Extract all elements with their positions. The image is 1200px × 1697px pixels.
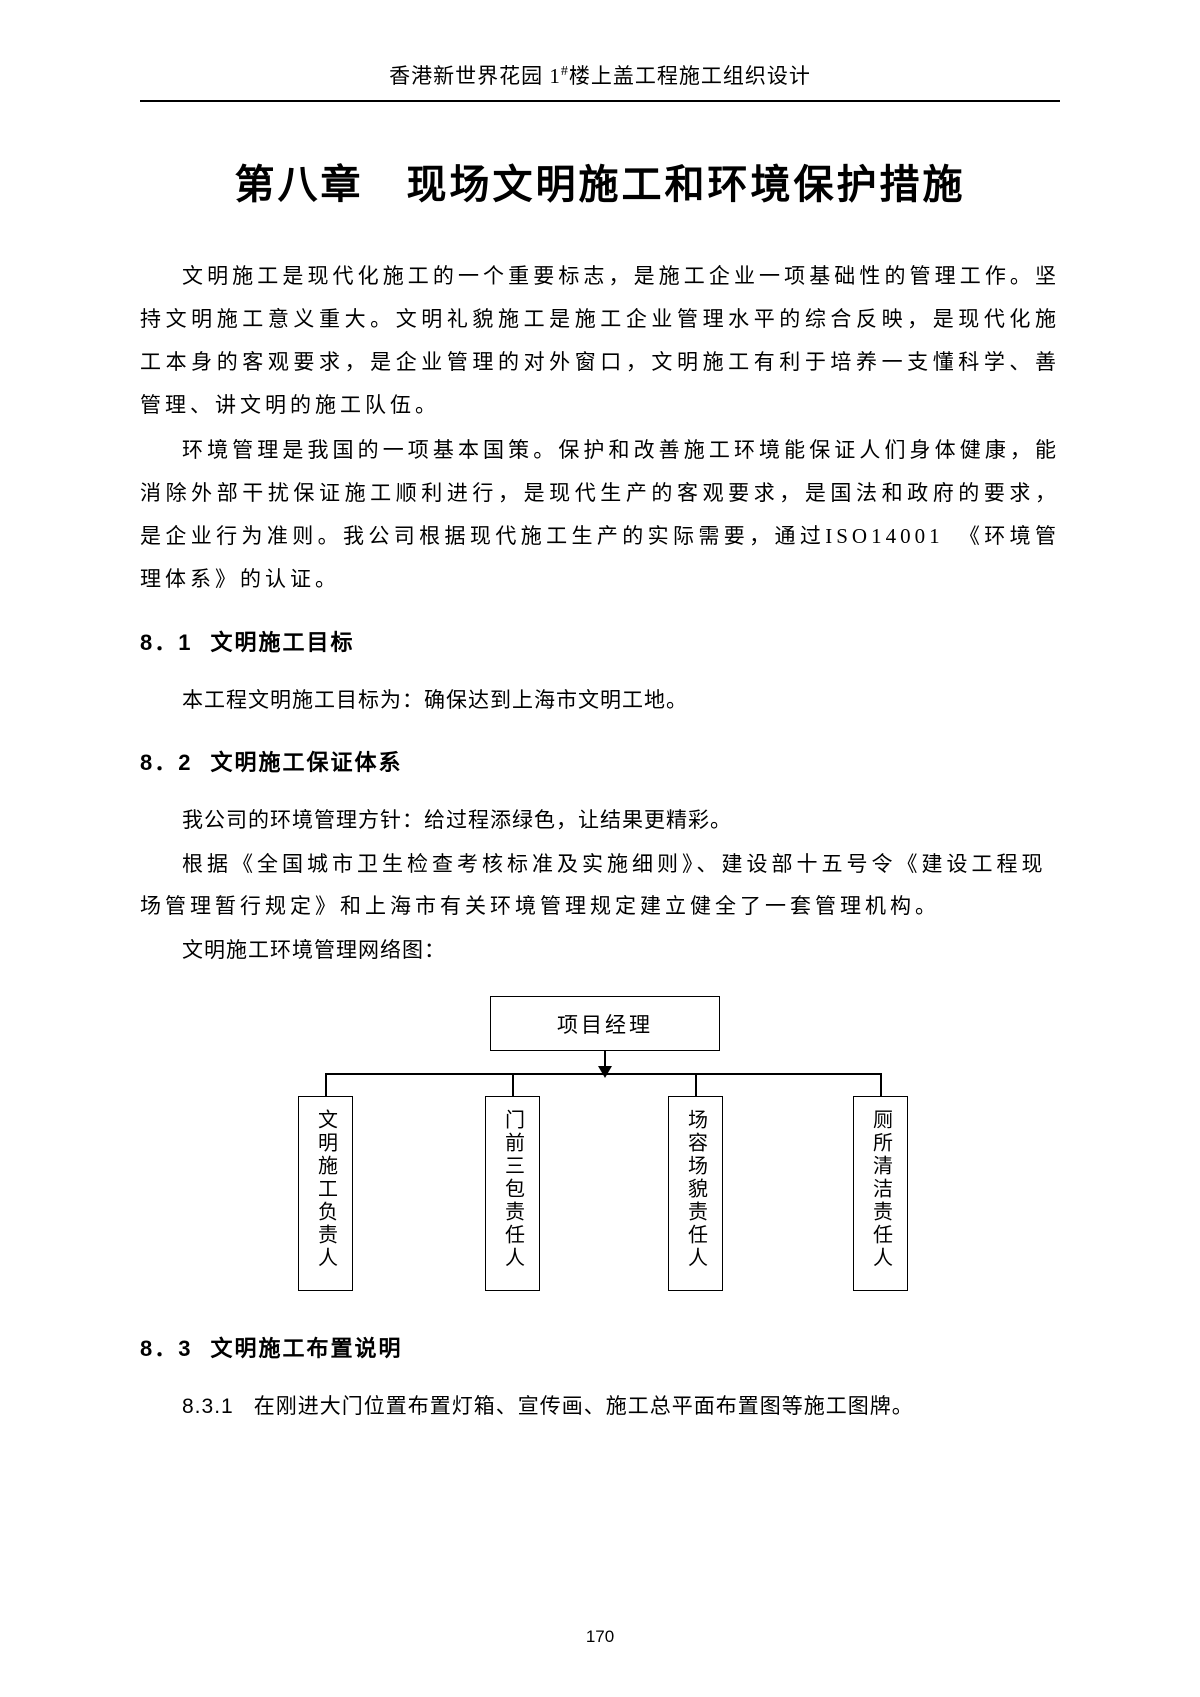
diagram-connector (512, 1073, 514, 1096)
org-chart-diagram: 项目经理 文明施工负责人 门前三包责任人 场容场貌责任人 厕所清洁责任人 (290, 996, 910, 1296)
header-text-before: 香港新世界花园 1 (389, 64, 561, 88)
diagram-child-node: 文明施工负责人 (298, 1096, 353, 1291)
section-number: 8．3 (140, 1336, 192, 1361)
diagram-connector (880, 1073, 882, 1096)
section-heading-2: 8．2 文明施工保证体系 (140, 745, 1060, 777)
intro-paragraph-2: 环境管理是我国的一项基本国策。保护和改善施工环境能保证人们身体健康，能消除外部干… (140, 429, 1060, 601)
child-node-label: 文明施工负责人 (316, 1109, 336, 1270)
section-title: 文明施工保证体系 (210, 750, 402, 775)
header-sup: # (561, 64, 569, 79)
section-title: 文明施工目标 (210, 630, 354, 655)
diagram-top-node: 项目经理 (490, 996, 720, 1051)
section-3-item-1: 8.3.1 在刚进大门位置布置灯箱、宣传画、施工总平面布置图等施工图牌。 (140, 1385, 1060, 1428)
section-number: 8．2 (140, 750, 192, 775)
page-header: 香港新世界花园 1#楼上盖工程施工组织设计 (140, 60, 1060, 102)
diagram-hline (325, 1073, 880, 1075)
diagram-connector (695, 1073, 697, 1096)
diagram-child-node: 场容场貌责任人 (668, 1096, 723, 1291)
section-1-body: 本工程文明施工目标为：确保达到上海市文明工地。 (140, 679, 1060, 721)
top-node-label: 项目经理 (557, 1009, 653, 1039)
page-number: 170 (0, 1627, 1200, 1647)
section-2-body-1: 我公司的环境管理方针：给过程添绿色，让结果更精彩。 (140, 799, 1060, 841)
diagram-connector (325, 1073, 327, 1096)
sub-item-number: 8.3.1 (182, 1395, 234, 1418)
diagram-child-node: 门前三包责任人 (485, 1096, 540, 1291)
section-2-body-2: 根据《全国城市卫生检查考核标准及实施细则》、建设部十五号令《建设工程现场管理暂行… (140, 843, 1060, 927)
section-2-body-3: 文明施工环境管理网络图： (140, 929, 1060, 971)
intro-paragraph-1: 文明施工是现代化施工的一个重要标志，是施工企业一项基础性的管理工作。坚持文明施工… (140, 255, 1060, 427)
section-heading-3: 8．3 文明施工布置说明 (140, 1331, 1060, 1363)
section-title: 文明施工布置说明 (210, 1336, 402, 1361)
diagram-child-node: 厕所清洁责任人 (853, 1096, 908, 1291)
section-number: 8．1 (140, 630, 192, 655)
chapter-title: 第八章 现场文明施工和环境保护措施 (140, 152, 1060, 210)
child-node-label: 门前三包责任人 (503, 1109, 523, 1270)
header-text-after: 楼上盖工程施工组织设计 (569, 64, 811, 88)
child-node-label: 场容场貌责任人 (686, 1109, 706, 1270)
sub-item-text: 在刚进大门位置布置灯箱、宣传画、施工总平面布置图等施工图牌。 (254, 1394, 914, 1418)
section-heading-1: 8．1 文明施工目标 (140, 625, 1060, 657)
arrow-down-icon (598, 1066, 612, 1078)
child-node-label: 厕所清洁责任人 (871, 1109, 891, 1270)
